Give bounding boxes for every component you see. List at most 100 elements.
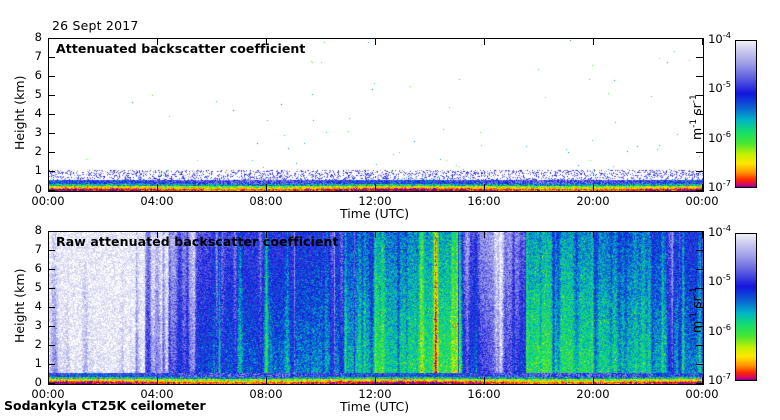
x-tick-mark-top-p2-6	[702, 231, 703, 238]
x-tick-label-p2-1: 04:00	[140, 387, 174, 401]
y-tick-label-p2-0: 0	[34, 375, 42, 389]
x-tick-label-p1-4: 16:00	[467, 194, 501, 208]
y-tick-mark-right-p1-4	[696, 114, 703, 115]
colorbar-title-p1: m-1 sr-1	[688, 94, 704, 140]
x-tick-mark-top-p2-1	[157, 231, 158, 238]
x-tick-mark-p2-1	[157, 377, 158, 384]
x-tick-mark-top-p2-0	[48, 231, 49, 238]
y-tick-mark-p1-7	[48, 57, 55, 58]
y-tick-mark-p1-1	[48, 171, 55, 172]
y-tick-label-p2-3: 3	[34, 318, 42, 332]
y-tick-mark-right-p2-0	[696, 383, 703, 384]
x-tick-mark-p2-3	[375, 377, 376, 384]
x-tick-mark-top-p2-4	[484, 231, 485, 238]
x-tick-label-p2-4: 16:00	[467, 387, 501, 401]
x-tick-mark-top-p1-4	[484, 38, 485, 45]
x-tick-mark-p1-2	[266, 184, 267, 191]
y-tick-label-p1-3: 3	[34, 125, 42, 139]
y-tick-mark-p2-1	[48, 364, 55, 365]
y-tick-label-p2-5: 5	[34, 280, 42, 294]
y-tick-label-p1-0: 0	[34, 182, 42, 196]
colorbar-tick-label-p1-0: 10-4	[708, 30, 731, 46]
y-tick-label-p1-8: 8	[34, 30, 42, 44]
x-tick-label-p1-5: 20:00	[576, 194, 610, 208]
y-tick-mark-p2-5	[48, 288, 55, 289]
y-tick-mark-p1-5	[48, 95, 55, 96]
x-tick-mark-top-p1-2	[266, 38, 267, 45]
x-tick-mark-top-p1-3	[375, 38, 376, 45]
x-axis-title-panel-2: Time (UTC)	[340, 399, 410, 414]
heatmap-canvas-raw	[49, 232, 703, 384]
y-tick-label-p2-2: 2	[34, 337, 42, 351]
x-axis-title-panel-1: Time (UTC)	[340, 206, 410, 221]
y-tick-label-p1-2: 2	[34, 144, 42, 158]
colorbar-tick-label-p2-2: 10-6	[708, 322, 731, 338]
x-tick-mark-top-p2-3	[375, 231, 376, 238]
y-tick-label-p2-1: 1	[34, 356, 42, 370]
y-tick-mark-right-p1-3	[696, 133, 703, 134]
x-tick-mark-p2-0	[48, 377, 49, 384]
x-tick-mark-top-p2-5	[593, 231, 594, 238]
colorbar-tick-label-p2-1: 10-5	[708, 272, 731, 288]
y-tick-label-p2-8: 8	[34, 223, 42, 237]
y-tick-mark-p2-6	[48, 269, 55, 270]
x-tick-label-p1-1: 04:00	[140, 194, 174, 208]
y-tick-label-p1-7: 7	[34, 49, 42, 63]
y-tick-mark-right-p2-5	[696, 288, 703, 289]
y-tick-label-p1-5: 5	[34, 87, 42, 101]
x-tick-mark-top-p1-6	[702, 38, 703, 45]
y-tick-mark-right-p2-7	[696, 250, 703, 251]
y-tick-mark-p1-2	[48, 152, 55, 153]
instrument-caption: Sodankyla CT25K ceilometer	[4, 398, 206, 413]
y-tick-mark-p2-4	[48, 307, 55, 308]
x-tick-mark-top-p2-2	[266, 231, 267, 238]
y-tick-mark-p2-3	[48, 326, 55, 327]
y-tick-mark-right-p1-6	[696, 76, 703, 77]
x-tick-label-p2-2: 08:00	[249, 387, 283, 401]
colorbar-tick-label-p1-2: 10-6	[708, 129, 731, 145]
y-tick-mark-right-p1-7	[696, 57, 703, 58]
colorbar-tick-label-p1-1: 10-5	[708, 79, 731, 95]
x-tick-mark-p2-5	[593, 377, 594, 384]
y-tick-mark-right-p2-8	[696, 231, 703, 232]
colorbar-p2	[735, 233, 757, 381]
x-tick-label-p2-0: 00:00	[31, 387, 65, 401]
y-tick-mark-p1-6	[48, 76, 55, 77]
x-tick-label-p1-0: 00:00	[31, 194, 65, 208]
x-tick-mark-p1-3	[375, 184, 376, 191]
colorbar-tick-label-p2-0: 10-4	[708, 223, 731, 239]
y-tick-mark-p2-0	[48, 383, 55, 384]
y-tick-mark-right-p1-8	[696, 38, 703, 39]
y-tick-label-p2-7: 7	[34, 242, 42, 256]
y-tick-mark-right-p2-6	[696, 269, 703, 270]
colorbar-p1	[735, 40, 757, 188]
x-tick-label-p2-5: 20:00	[576, 387, 610, 401]
y-tick-mark-p2-7	[48, 250, 55, 251]
y-tick-mark-right-p1-1	[696, 171, 703, 172]
x-tick-mark-top-p1-0	[48, 38, 49, 45]
x-tick-mark-p2-4	[484, 377, 485, 384]
y-tick-mark-p2-2	[48, 345, 55, 346]
y-tick-mark-p2-8	[48, 231, 55, 232]
x-tick-mark-p1-6	[702, 184, 703, 191]
panel-title-attenuated: Attenuated backscatter coefficient	[56, 41, 306, 56]
x-tick-mark-p1-0	[48, 184, 49, 191]
y-tick-mark-right-p1-5	[696, 95, 703, 96]
y-tick-mark-right-p2-3	[696, 326, 703, 327]
y-tick-mark-p1-8	[48, 38, 55, 39]
date-label: 26 Sept 2017	[52, 18, 139, 33]
colorbar-title-p2: m-1 sr-1	[688, 287, 704, 333]
y-tick-mark-right-p1-2	[696, 152, 703, 153]
x-tick-label-p2-3: 12:00	[358, 387, 392, 401]
colorbar-tick-label-p1-3: 10-7	[708, 178, 731, 194]
x-tick-mark-p2-6	[702, 377, 703, 384]
x-tick-mark-p1-1	[157, 184, 158, 191]
heatmap-canvas-attenuated	[49, 39, 703, 191]
colorbar-tick-label-p2-3: 10-7	[708, 371, 731, 387]
y-tick-mark-p1-4	[48, 114, 55, 115]
y-tick-mark-right-p2-1	[696, 364, 703, 365]
x-tick-mark-top-p1-1	[157, 38, 158, 45]
x-tick-label-p1-3: 12:00	[358, 194, 392, 208]
y-tick-label-p2-4: 4	[34, 299, 42, 313]
